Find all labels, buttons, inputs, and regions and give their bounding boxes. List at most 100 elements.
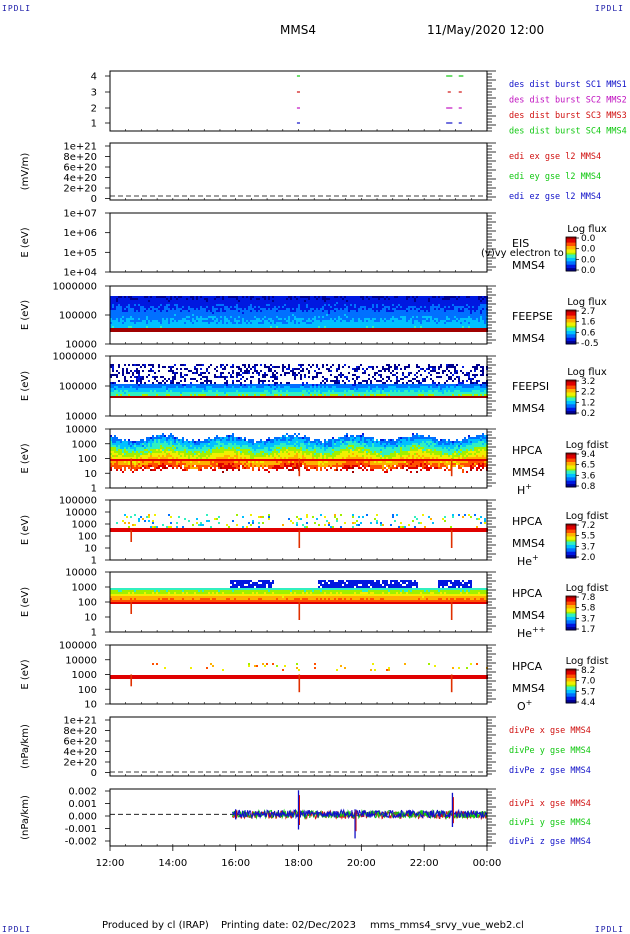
species-base: He — [517, 555, 532, 568]
species-superscript: + — [526, 698, 533, 707]
y-tick-label: 0.000 — [68, 812, 97, 823]
y-tick-label: 1e+06 — [63, 228, 97, 239]
y-tick-label: 6e+20 — [63, 163, 97, 174]
panel-content-hpca_o — [110, 663, 488, 693]
species-base: He — [517, 627, 532, 640]
panel-hpca_hepp: 10000 1000 100 10 1 E (eV) HPCA MMS4 He++ — [20, 568, 545, 641]
date-time-title: 11/May/2020 12:00 — [427, 23, 545, 37]
legend-entry: des dist burst SC4 MMS4 — [509, 127, 627, 137]
species-label: O+ — [517, 698, 532, 713]
filename-label: mms_mms4_srvy_vue_web2.cl — [370, 920, 524, 931]
y-tick-label: 0.001 — [68, 799, 97, 810]
panel-content-burst — [296, 75, 464, 124]
spacecraft-label: MMS4 — [512, 609, 545, 622]
y-tick-label: 2e+20 — [63, 758, 97, 769]
y-tick-label: 8e+20 — [63, 152, 97, 163]
colorbar-frame — [565, 452, 577, 488]
legend-entry: divPe y gse MMS4 — [509, 746, 591, 756]
spacecraft-label: MMS4 — [512, 259, 545, 272]
colorbar-title: Log fdist — [566, 440, 609, 451]
y-tick-label: -0.001 — [65, 824, 97, 835]
printing-date-label: Printing date: 02/Dec/2023 — [221, 920, 357, 931]
species-label: He++ — [517, 625, 545, 640]
y-tick-label: 100000 — [59, 641, 97, 652]
y-axis-label: E (eV) — [20, 371, 31, 401]
y-axis-label: (nPa/km) — [20, 724, 31, 769]
instrument-label: EIS — [512, 237, 529, 250]
colorbar-tick-label: 0.0 — [581, 266, 596, 276]
y-tick-label: 10000 — [65, 655, 97, 666]
y-tick-label: 1 — [91, 119, 97, 130]
y-axis-label: (mV/m) — [20, 153, 31, 191]
panel-content-divpi — [110, 790, 488, 839]
panel-frame — [109, 212, 488, 273]
colorbar-frame — [565, 236, 577, 272]
spacecraft-label: MMS4 — [512, 466, 545, 479]
y-tick-label: 1 — [91, 628, 97, 639]
species-superscript: + — [525, 482, 532, 491]
colorbar-tick-label: 3.2 — [581, 377, 595, 387]
colorbar-tick-label: 0.2 — [581, 409, 595, 419]
species-superscript: + — [532, 553, 539, 562]
y-tick-label: 0 — [91, 768, 97, 779]
colorbar-tick-label: 5.8 — [581, 604, 596, 614]
y-tick-label: 1e+04 — [63, 268, 97, 279]
panel-content-feepse — [110, 296, 488, 332]
colorbar-tick-label: 0.0 — [581, 245, 596, 255]
y-tick-label: 10 — [84, 544, 97, 555]
y-tick-label: 10000 — [65, 340, 97, 351]
dropout-spike — [130, 602, 133, 614]
panel-hpca_o: 100000 10000 1000 100 10 E (eV) HPCA MMS4 O+ — [20, 641, 545, 714]
panel-content-hpca_he — [110, 514, 488, 548]
dropout-spike — [298, 602, 301, 620]
x-tick-label: 12:00 — [96, 858, 125, 869]
y-tick-label: 100000 — [59, 311, 97, 322]
colorbar-tick-label: 7.0 — [581, 677, 596, 687]
colorbar-title: Log fdist — [566, 511, 609, 522]
corner-mark-top-left: IPDLI — [2, 4, 32, 13]
species-base: H — [517, 484, 525, 497]
colorbar-tick-label: 3.7 — [581, 614, 595, 624]
colorbar-tick-label: 5.7 — [581, 687, 595, 697]
y-tick-label: 1000000 — [52, 282, 97, 293]
species-label: He+ — [517, 553, 539, 568]
y-tick-label: 1000 — [72, 670, 97, 681]
dropout-spike — [298, 530, 301, 548]
y-tick-label: 10000 — [65, 508, 97, 519]
y-tick-label: 10 — [84, 469, 97, 480]
y-axis-label: E (eV) — [20, 659, 31, 689]
y-tick-label: 4e+20 — [63, 747, 97, 758]
colorbar-tick-label: 2.2 — [581, 388, 595, 398]
y-tick-label: 10000 — [65, 412, 97, 423]
colorbar-title: Log fdist — [566, 656, 609, 667]
y-tick-label: 8e+20 — [63, 726, 97, 737]
y-tick-label: 100000 — [59, 496, 97, 507]
colorbar-tick-label: 2.0 — [581, 553, 596, 563]
instrument-label: FEEPSI — [512, 380, 549, 393]
species-label: H+ — [517, 482, 532, 497]
colorbar-frame — [565, 309, 577, 345]
x-tick-label: 20:00 — [347, 858, 376, 869]
y-tick-label: 1 — [91, 556, 97, 567]
dropout-spike — [450, 602, 453, 620]
dropout-spike — [130, 674, 133, 687]
colorbar-tick-label: 2.7 — [581, 307, 595, 317]
y-tick-label: 2 — [91, 104, 97, 115]
legend-entry: edi ex gse l2 MMS4 — [509, 152, 601, 162]
legend-entry: divPi z gse MMS4 — [509, 837, 591, 847]
dropout-spike — [450, 674, 453, 693]
y-tick-label: 3 — [91, 88, 97, 99]
panel-frame — [109, 70, 488, 132]
y-axis-label: E (eV) — [20, 443, 31, 473]
y-axis-label: E (eV) — [20, 300, 31, 330]
y-axis-label: (nPa/km) — [20, 795, 31, 840]
instrument-label: HPCA — [512, 444, 543, 457]
species-base: O — [517, 700, 526, 713]
x-axis: 12:00 14:00 16:00 18:00 20:00 22:00 00:00 — [96, 129, 501, 869]
y-tick-label: 2e+20 — [63, 184, 97, 195]
